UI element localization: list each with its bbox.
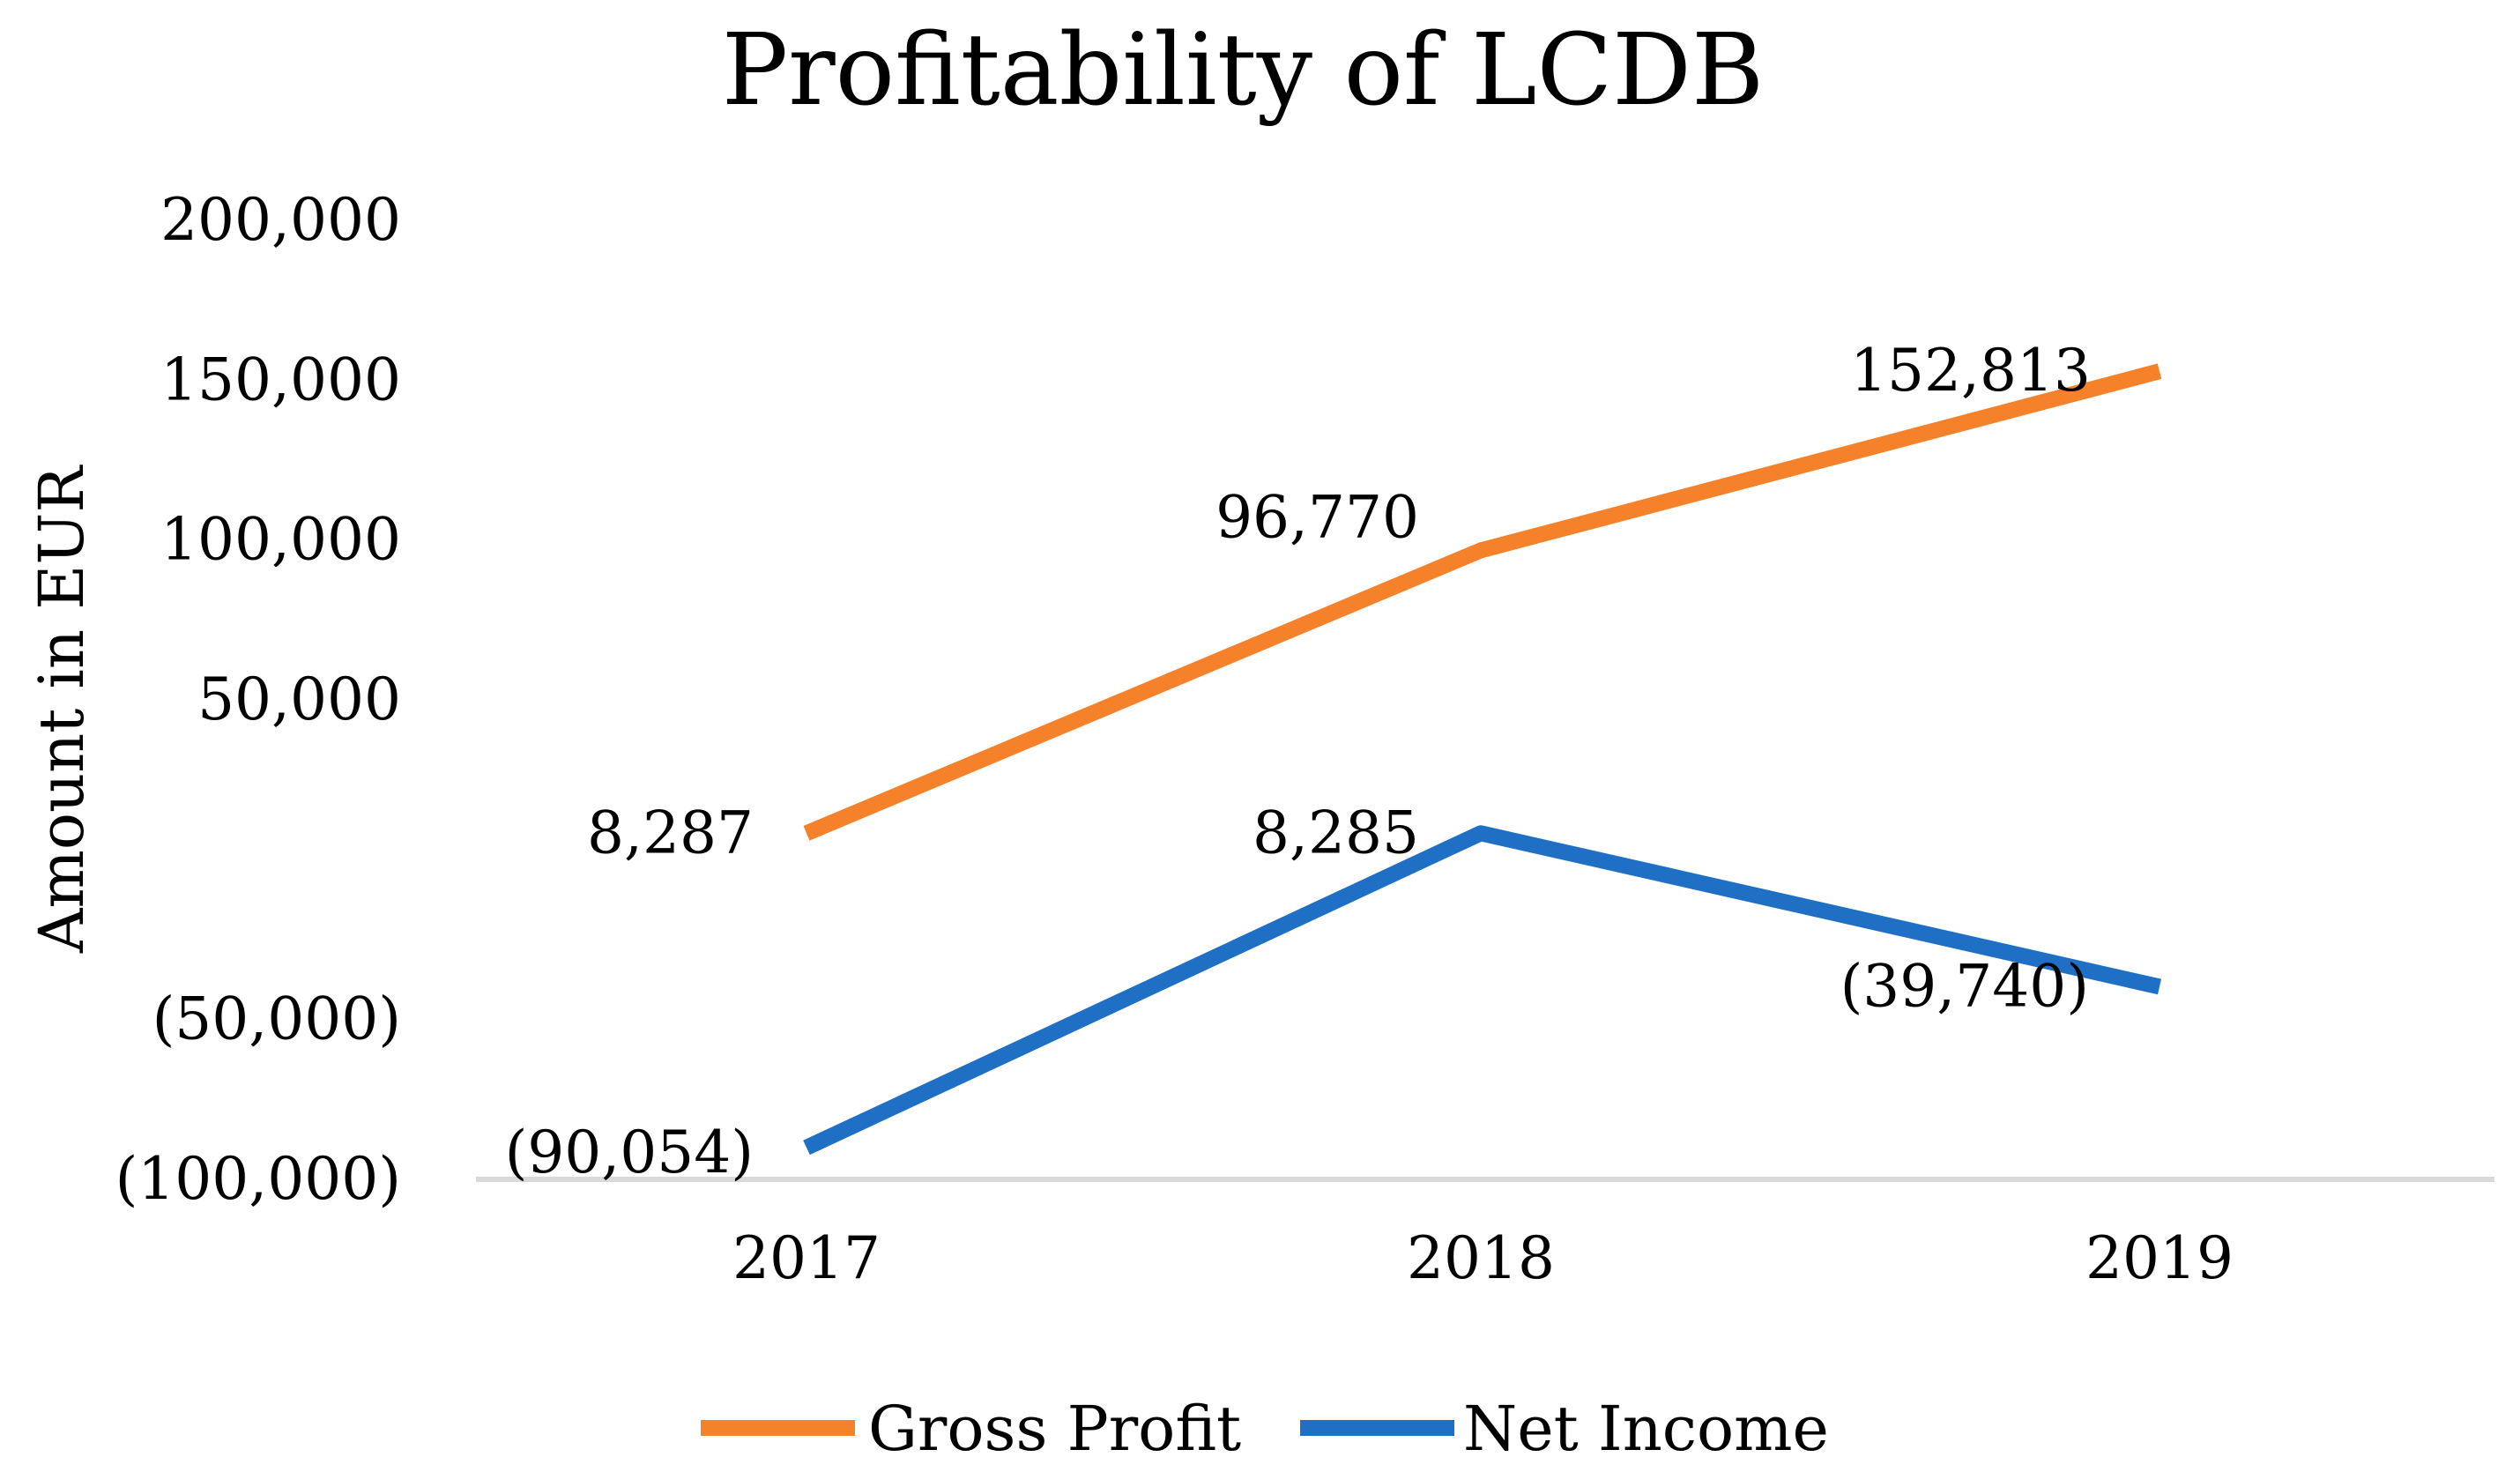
data-label: 8,285 bbox=[1253, 799, 1419, 866]
legend-item-net-income: Net Income bbox=[1300, 1393, 1829, 1465]
series-line-net-income bbox=[803, 825, 2161, 1156]
x-axis-tick-labels: 2017 2018 2019 bbox=[732, 1224, 2234, 1292]
y-axis-tick-labels: 200,000 150,000 100,000 50,000 (50,000) (100,… bbox=[115, 186, 401, 1213]
chart-title: Profitability of LCDB bbox=[722, 13, 1765, 128]
legend: Gross Profit Net Income bbox=[701, 1393, 1829, 1465]
data-labels: 8,287 96,770 152,813 (90,054) 8,285 (39,740) bbox=[505, 337, 2091, 1186]
data-label: 8,287 bbox=[587, 799, 754, 866]
y-tick-label: (100,000) bbox=[115, 1145, 401, 1213]
y-tick-label: 50,000 bbox=[197, 665, 401, 733]
legend-item-gross-profit: Gross Profit bbox=[701, 1393, 1241, 1465]
series-line-gross-profit bbox=[803, 363, 2162, 841]
x-tick-label: 2017 bbox=[732, 1224, 881, 1292]
x-tick-label: 2018 bbox=[1407, 1224, 1555, 1292]
legend-label: Gross Profit bbox=[868, 1393, 1241, 1465]
x-tick-label: 2019 bbox=[2085, 1224, 2234, 1292]
series-lines bbox=[803, 363, 2162, 1156]
y-tick-label: 200,000 bbox=[160, 186, 401, 254]
data-label: 152,813 bbox=[1850, 337, 2091, 405]
legend-label: Net Income bbox=[1463, 1393, 1829, 1465]
data-label: 96,770 bbox=[1215, 483, 1419, 551]
y-tick-label: 100,000 bbox=[160, 506, 401, 574]
y-tick-label: (50,000) bbox=[152, 985, 401, 1053]
y-axis-title: Amount in EUR bbox=[26, 465, 98, 954]
y-tick-label: 150,000 bbox=[160, 346, 401, 413]
data-label: (39,740) bbox=[1840, 952, 2089, 1020]
data-label: (90,054) bbox=[505, 1119, 754, 1186]
